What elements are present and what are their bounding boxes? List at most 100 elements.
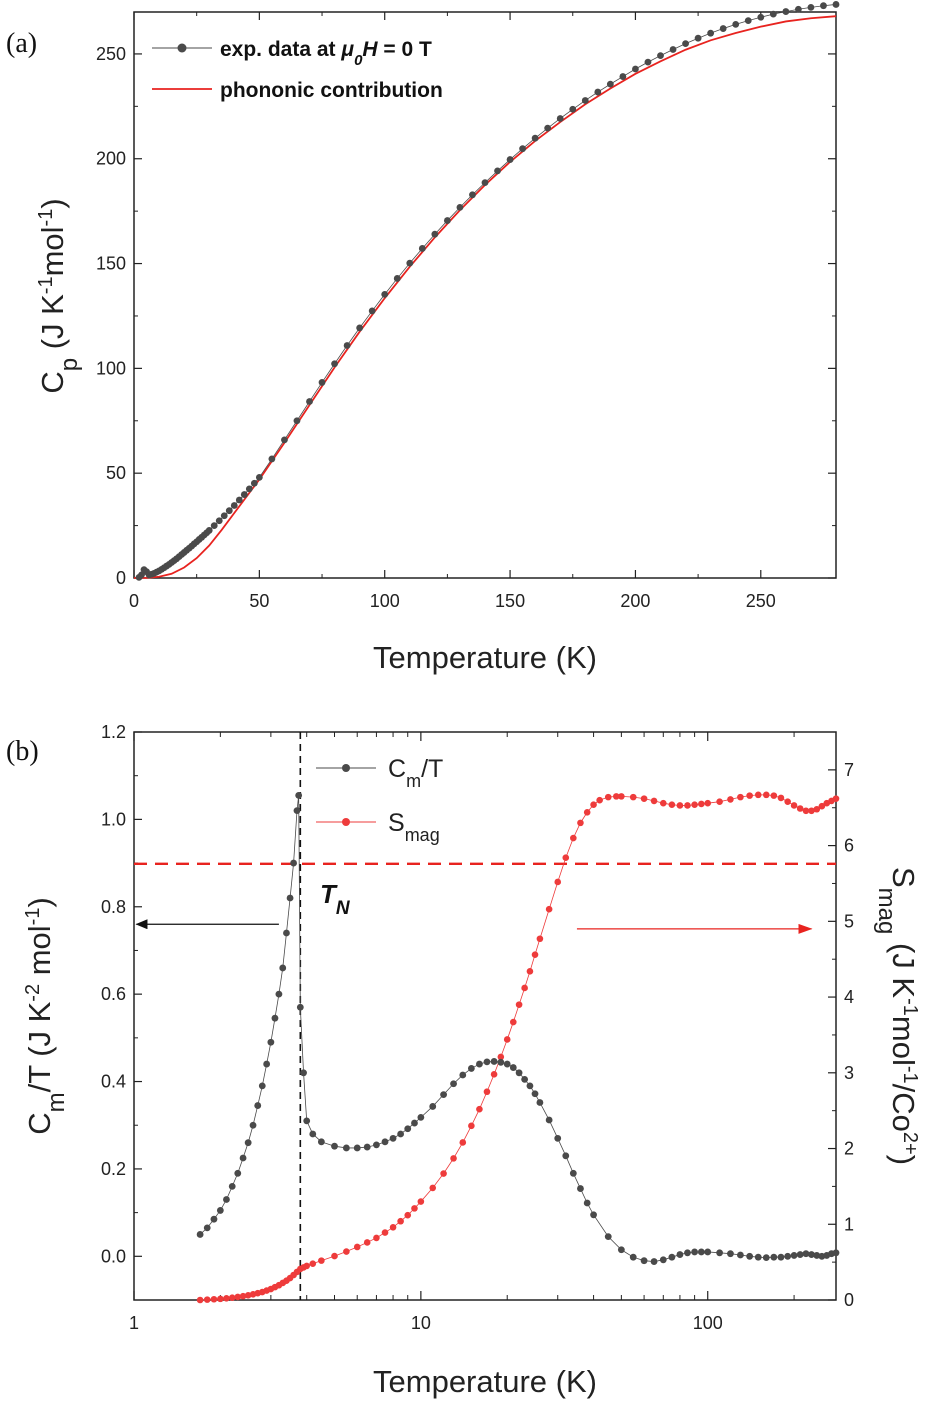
exp-data-point — [381, 290, 389, 298]
exp-data-point — [494, 167, 501, 175]
panel-b-x-ticks: 1 10 100 — [129, 732, 795, 1333]
left-y-tick-label: 1.2 — [101, 722, 126, 742]
cm-data-point — [290, 859, 297, 867]
cm-data-point — [296, 1003, 304, 1011]
smag-data-point — [417, 1198, 425, 1205]
smag-data-point — [381, 1229, 389, 1236]
cm-data-point — [196, 1231, 204, 1238]
smag-data-point — [802, 807, 810, 815]
cm-data-point — [267, 1038, 275, 1046]
cm-data-point — [716, 1249, 724, 1257]
smag-data-point — [223, 1295, 230, 1302]
legend-exp-label: exp. data at μ0H = 0 T — [220, 38, 432, 69]
exp-data-point — [619, 73, 627, 80]
exp-data-point — [832, 1, 840, 8]
cm-data-point — [583, 1199, 591, 1207]
exp-data-point — [306, 398, 313, 405]
smag-data-point — [228, 1294, 236, 1302]
smag-data-point — [746, 792, 753, 799]
x-tick-label: 100 — [693, 1313, 723, 1333]
cm-data-point — [727, 1250, 734, 1258]
exp-data-point — [707, 29, 715, 37]
exp-data-point — [443, 217, 451, 224]
smag-data-point — [737, 793, 744, 801]
smag-data-point — [650, 797, 658, 805]
right-y-tick-label: 4 — [844, 987, 854, 1007]
smag-data-point — [521, 984, 528, 992]
exp-data-point — [794, 5, 802, 13]
exp-data-point — [544, 124, 552, 132]
smag-data-point — [234, 1293, 242, 1301]
legend-cm-label: Cm/T — [388, 755, 443, 791]
cm-data-point — [784, 1252, 792, 1260]
cm-data-point — [389, 1134, 397, 1142]
y-tick-label: 150 — [96, 254, 126, 274]
cm-data-point — [286, 894, 294, 902]
exp-data-point — [531, 134, 539, 142]
cm-data-point — [697, 1248, 705, 1256]
cm-data-point — [429, 1103, 437, 1110]
panel-b-left-y-ticks: 0.0 0.2 0.4 0.6 0.8 1.0 1.2 — [101, 722, 142, 1301]
cm-data-point — [676, 1251, 684, 1258]
exp-data-point — [456, 203, 464, 211]
exp-data-point — [469, 191, 476, 199]
exp-data-point — [220, 512, 228, 520]
cm-data-point — [770, 1253, 778, 1261]
panel-a-frame — [133, 11, 837, 579]
exp-data-point — [820, 2, 827, 10]
panel-a-exp-series — [135, 1, 840, 581]
cm-data-point — [531, 1090, 539, 1098]
cm-data-point — [397, 1130, 405, 1138]
smag-data-point — [303, 1262, 311, 1270]
left-y-tick-label: 0.0 — [101, 1246, 126, 1266]
exp-data-point — [418, 245, 426, 252]
exp-data-point — [215, 517, 223, 525]
panel-a-phonon-series — [133, 15, 837, 579]
legend-exp-marker — [177, 43, 187, 53]
cm-data-point — [249, 1121, 257, 1129]
x-tick-label: 250 — [746, 591, 776, 611]
smag-data-point — [704, 799, 712, 807]
exp-data-point — [757, 13, 765, 21]
smag-data-point — [818, 802, 826, 810]
cm-data-point — [254, 1102, 262, 1109]
exp-data-point — [293, 417, 301, 425]
exp-data-point — [594, 88, 602, 96]
cm-data-point — [746, 1252, 754, 1260]
cm-data-point — [293, 807, 301, 815]
smag-data-point — [490, 1071, 498, 1078]
left-y-tick-label: 0.6 — [101, 984, 126, 1004]
cm-data-point — [300, 1069, 307, 1077]
smag-data-point — [583, 808, 591, 816]
phonon-line — [133, 15, 837, 579]
exp-data-point — [431, 230, 439, 238]
legend-smag-marker — [342, 818, 350, 826]
smag-data-point — [762, 791, 770, 799]
cm-data-point — [796, 1251, 804, 1258]
cm-data-point — [832, 1249, 840, 1257]
cm-data-point — [545, 1116, 553, 1124]
cm-data-point — [283, 929, 290, 937]
cm-data-point — [497, 1058, 505, 1066]
cm-data-point — [590, 1211, 597, 1219]
cm-data-point — [223, 1196, 230, 1203]
exp-data-point — [744, 17, 752, 24]
exp-data-point — [235, 496, 243, 504]
exp-data-point — [606, 80, 614, 88]
x-tick-label: 10 — [411, 1313, 431, 1333]
exp-data-point — [281, 436, 288, 444]
cm-data-point — [244, 1139, 252, 1147]
smag-data-point — [196, 1296, 204, 1304]
cm-data-point — [216, 1207, 224, 1214]
cm-data-point — [629, 1253, 637, 1261]
smag-data-point — [210, 1295, 218, 1303]
exp-data-point — [343, 342, 351, 349]
panel-b-label: (b) — [6, 736, 39, 767]
cm-data-point — [691, 1248, 699, 1256]
smag-data-point — [515, 1001, 523, 1008]
cm-data-point — [536, 1099, 544, 1106]
smag-data-point — [813, 805, 821, 813]
cm-data-point — [490, 1058, 498, 1065]
smag-data-point — [404, 1211, 412, 1219]
y-tick-label: 0 — [116, 568, 126, 588]
